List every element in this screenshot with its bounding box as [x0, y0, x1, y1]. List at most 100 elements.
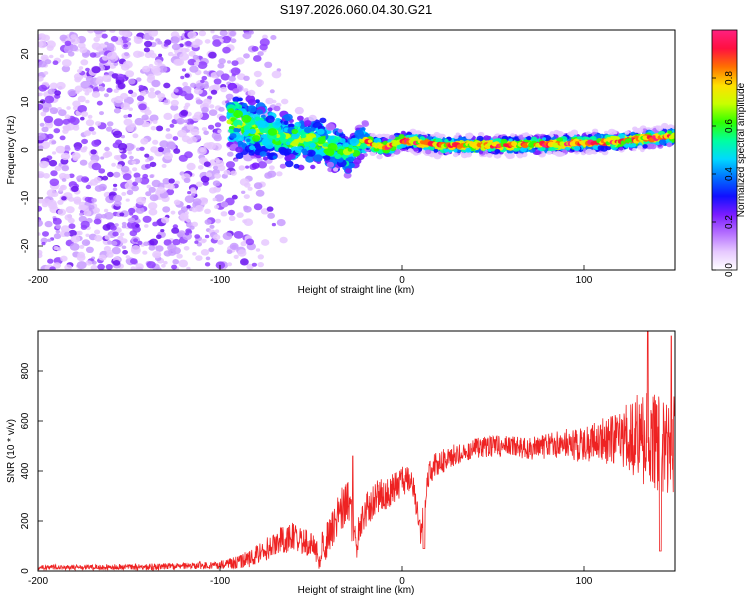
- spectrogram-blob: [58, 187, 64, 192]
- spectrogram-blob: [302, 150, 309, 156]
- spectrogram-blob: [48, 159, 58, 167]
- spectrogram-blob: [217, 129, 222, 134]
- spectrogram-blob: [161, 163, 167, 168]
- spectrogram-blob: [562, 149, 568, 154]
- colorbar-gradient: [711, 29, 738, 271]
- spectrogram-blob: [60, 152, 70, 161]
- spectrogram-blob: [133, 35, 138, 40]
- spectrogram-blob: [195, 135, 202, 140]
- spectrogram-blob: [208, 51, 217, 59]
- spectrogram-blob: [44, 220, 53, 228]
- spectrogram-blob: [637, 145, 643, 150]
- spectrogram-blob: [47, 88, 56, 95]
- spectrogram-blob: [98, 168, 106, 174]
- spectrogram-blob: [132, 133, 139, 139]
- spectrogram-blob: [128, 207, 136, 214]
- spectrogram-blob: [156, 186, 166, 194]
- spectrogram-blob: [112, 231, 119, 237]
- spectrogram-blob: [183, 177, 191, 183]
- spectrogram-blob: [186, 124, 194, 131]
- spectrogram-blob: [120, 134, 125, 139]
- spectrogram-blob: [102, 152, 111, 159]
- spectrogram-blob: [40, 237, 48, 244]
- snr-y-axis-title: SNR (10 * v/v): [6, 419, 17, 483]
- spectrogram-blob: [291, 128, 299, 135]
- spectrogram-blob: [522, 134, 527, 138]
- spectrogram-blob: [228, 209, 235, 216]
- spectrogram-blob: [103, 93, 109, 98]
- spectrogram-blob: [347, 148, 353, 152]
- spectrogram-blob: [81, 111, 89, 117]
- spectrogram-blob: [44, 95, 55, 104]
- spectrogram-blob: [203, 98, 212, 106]
- spectrogram-blob: [132, 181, 139, 187]
- spectrogram-blob: [262, 34, 268, 40]
- spectrogram-blob: [334, 153, 342, 160]
- spectrogram-blob: [613, 131, 618, 135]
- spectrogram-blob: [337, 128, 343, 133]
- spectrogram-blob: [145, 158, 150, 163]
- spectrogram-blob: [91, 198, 97, 203]
- spectrogram-blob: [69, 117, 80, 126]
- spectrogram-blob: [103, 208, 109, 213]
- spectrogram-blob: [227, 60, 232, 64]
- spectrogram-blob: [53, 262, 62, 269]
- spectrogram-blob: [618, 146, 624, 151]
- y-tick-label: 800: [20, 362, 31, 379]
- spectrogram-blob: [254, 142, 261, 147]
- spectrogram-blob: [73, 198, 82, 205]
- spectrogram-blob: [93, 87, 100, 93]
- colorbar-tick-label: 0.6: [724, 119, 735, 133]
- spectrogram-blob: [80, 224, 88, 230]
- spectrogram-blob: [255, 79, 264, 87]
- spectrogram-blob: [181, 68, 187, 72]
- spectrogram-blob: [109, 30, 116, 33]
- spectrogram-blob: [370, 133, 376, 138]
- spectrogram-blob: [67, 89, 77, 97]
- spectrogram-blob: [200, 79, 205, 84]
- spectrogram-blob: [300, 125, 305, 129]
- snr-y-ticks: 0 200 400 600 800: [20, 362, 43, 574]
- spectrogram-blob: [291, 132, 300, 140]
- spectrogram-blob: [177, 129, 187, 138]
- spectrogram-blob: [94, 229, 101, 235]
- spectrogram-blob: [604, 130, 609, 135]
- spectrogram-blob: [210, 89, 218, 95]
- spectrogram-blob: [227, 262, 233, 267]
- spectrogram-blob: [184, 195, 195, 204]
- spectrogram-blob: [221, 35, 232, 44]
- spectrogram-blob: [100, 156, 105, 160]
- spectrogram-blob: [149, 161, 157, 168]
- y-tick-label: -20: [20, 238, 31, 253]
- spectrogram-blob: [162, 206, 171, 213]
- spectrogram-blob: [104, 146, 110, 152]
- spectrogram-blob: [204, 262, 211, 267]
- spectrogram-blob: [125, 70, 135, 78]
- spectrogram-blob: [345, 168, 352, 174]
- spectrogram-blob: [264, 172, 273, 179]
- spectrogram-blob: [166, 188, 175, 196]
- spectrogram-blob: [389, 134, 396, 140]
- spectrogram-blob: [87, 30, 95, 34]
- spectrogram-blob: [50, 170, 58, 177]
- spectrogram-blob: [54, 165, 62, 172]
- spectrogram-blob: [190, 82, 197, 88]
- spectrogram-blob: [373, 137, 382, 144]
- spectrogram-blob: [64, 264, 73, 270]
- spectrogram-blob: [85, 75, 94, 83]
- spectrogram-blob: [94, 235, 103, 242]
- spectrogram-blob: [348, 144, 353, 149]
- spectrogram-blob: [464, 151, 472, 158]
- spectrogram-blob: [172, 259, 179, 265]
- spectrogram-blob: [261, 138, 270, 145]
- spectrogram-y-axis-title: Frequency (Hz): [6, 116, 17, 185]
- spectrogram-blob: [243, 88, 249, 93]
- spectrogram-blob: [197, 146, 207, 155]
- spectrogram-blob: [212, 39, 222, 47]
- spectrogram-blob: [251, 46, 259, 52]
- spectrogram-blob: [38, 92, 43, 97]
- spectrogram-blob: [179, 52, 190, 61]
- spectrogram-blob: [90, 264, 98, 270]
- spectrogram-blob: [186, 218, 191, 223]
